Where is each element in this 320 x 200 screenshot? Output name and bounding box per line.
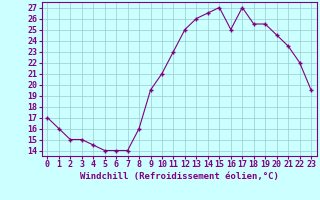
- X-axis label: Windchill (Refroidissement éolien,°C): Windchill (Refroidissement éolien,°C): [80, 172, 279, 181]
